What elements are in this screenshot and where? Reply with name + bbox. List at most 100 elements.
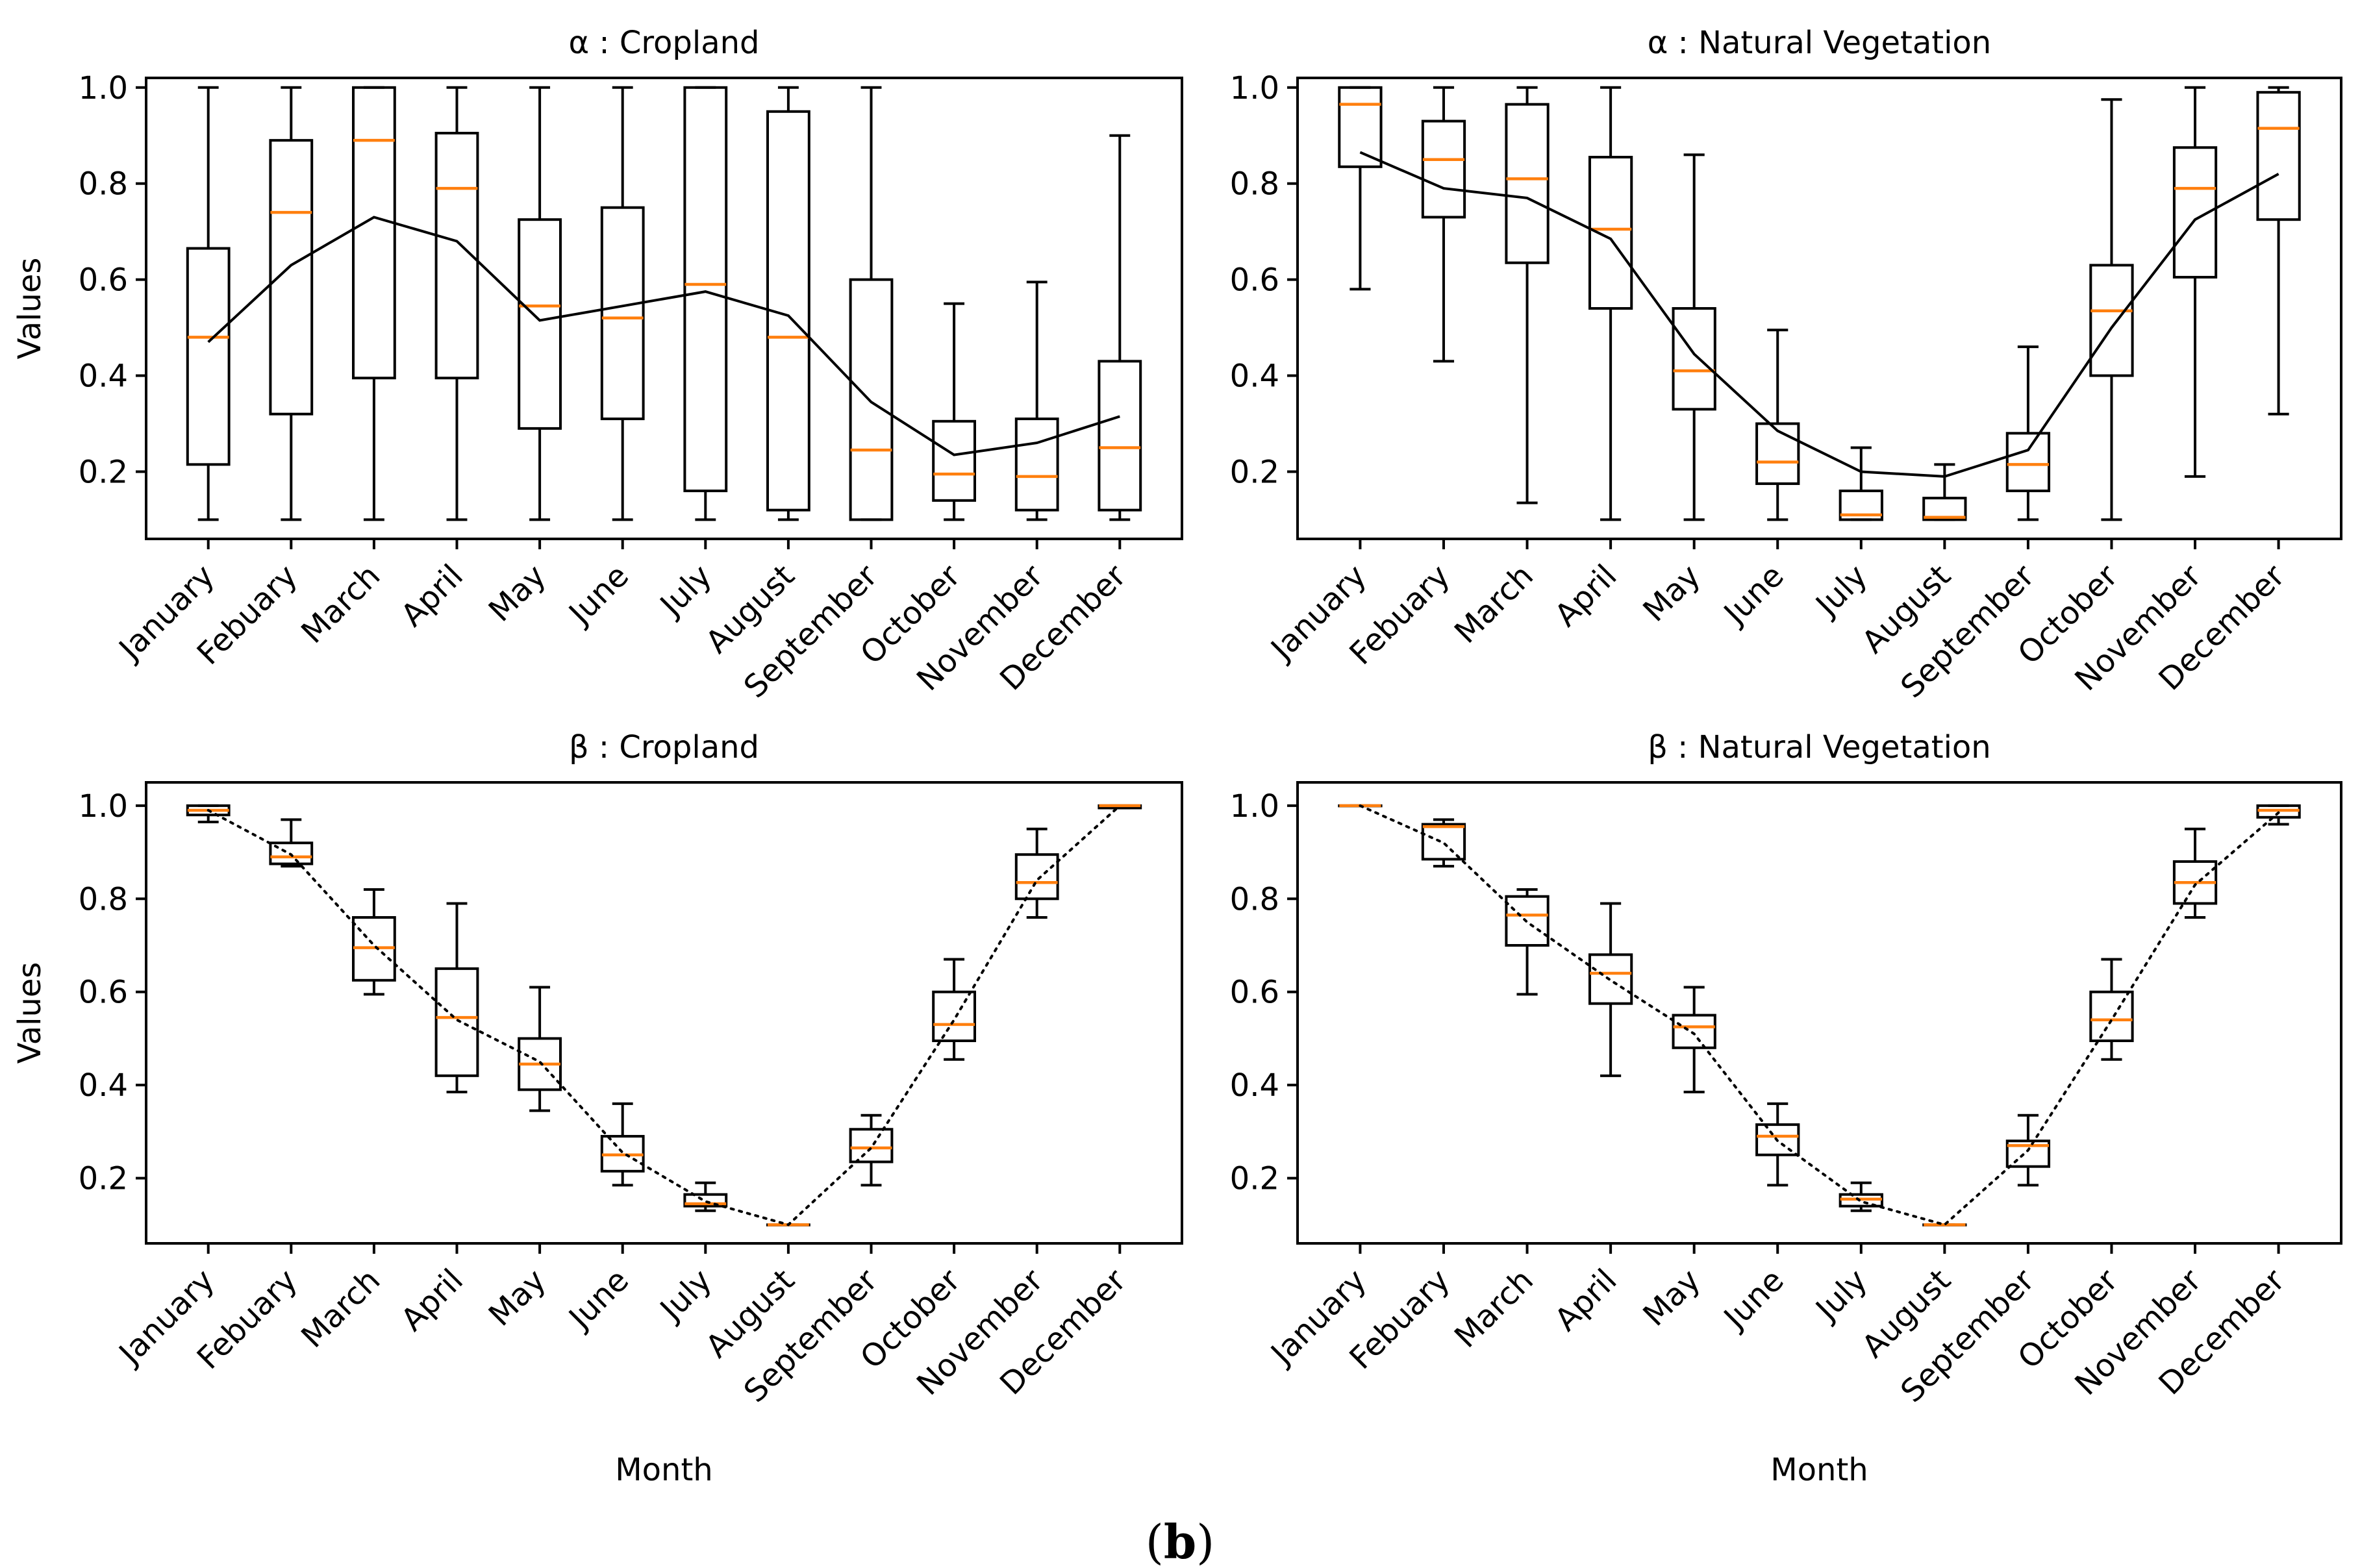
box-march <box>352 86 396 521</box>
box-november <box>1014 827 1059 919</box>
iqr-box <box>683 86 728 493</box>
x-tick-label: July <box>652 1262 719 1329</box>
iqr-box <box>1672 307 1716 411</box>
figure-caption: (b) <box>1146 1514 1215 1568</box>
box-june <box>600 1102 645 1187</box>
iqr-box <box>932 419 976 502</box>
iqr-box <box>683 1193 728 1208</box>
axes-frame <box>1296 77 2342 540</box>
iqr-box <box>1505 103 1550 264</box>
iqr-box <box>1338 86 1383 168</box>
x-tick-label: March <box>1448 558 1540 651</box>
iqr-box <box>1098 360 1142 512</box>
panel-beta-natural-vegetation: β : Natural Vegetation0.20.40.60.81.0Jan… <box>1230 729 2342 1488</box>
y-tick-label: 0.8 <box>79 166 128 203</box>
y-tick-label: 0.4 <box>1230 358 1279 395</box>
mean-line <box>1359 804 2280 1226</box>
box-march <box>352 888 396 996</box>
box-june <box>1755 1102 1800 1187</box>
iqr-box <box>269 841 314 865</box>
y-axis-label: Values <box>12 258 48 360</box>
box-febuary <box>269 86 314 521</box>
iqr-box <box>2089 990 2134 1043</box>
y-tick-label: 0.4 <box>79 1067 128 1104</box>
box-april <box>434 902 479 1093</box>
iqr-box <box>186 247 231 466</box>
x-tick-label: July <box>652 558 719 625</box>
panel-alpha-cropland: α : Cropland0.20.40.60.81.0ValuesJanuary… <box>12 25 1183 705</box>
y-tick-label: 0.4 <box>79 358 128 395</box>
x-tick-label: June <box>561 558 636 633</box>
x-tick-label: May <box>1636 1262 1707 1334</box>
box-april <box>434 86 479 521</box>
iqr-box <box>1505 895 1550 947</box>
x-tick-label: May <box>482 558 553 629</box>
x-tick-label: April <box>1548 558 1624 634</box>
x-tick-label: April <box>1548 1262 1624 1338</box>
iqr-box <box>269 139 314 416</box>
chart-title: α : Natural Vegetation <box>1648 25 1991 61</box>
mean-line <box>207 216 1120 456</box>
iqr-box <box>2005 1139 2051 1168</box>
chart-title: α : Cropland <box>569 25 760 61</box>
box-september <box>849 86 894 521</box>
box-may <box>518 86 562 521</box>
y-tick-label: 0.6 <box>79 262 128 299</box>
panel-alpha-natural-vegetation: α : Natural Vegetation0.20.40.60.81.0Jan… <box>1230 25 2342 705</box>
y-tick-label: 0.6 <box>79 975 128 1011</box>
box-july <box>683 86 728 521</box>
chart-title: β : Cropland <box>569 729 759 765</box>
x-tick-label: July <box>1808 1262 1875 1329</box>
box-january <box>1338 86 1383 291</box>
mean-line <box>1359 151 2279 478</box>
x-axis-label: Month <box>615 1452 712 1488</box>
x-tick-label: May <box>1636 558 1707 629</box>
x-tick-label: March <box>294 1262 387 1355</box>
box-july <box>1839 1181 1883 1212</box>
box-march <box>1505 888 1550 996</box>
box-march <box>1505 86 1550 504</box>
box-august <box>1922 463 1967 521</box>
y-tick-label: 0.8 <box>79 881 128 917</box>
iqr-box <box>1755 1123 1800 1156</box>
y-tick-label: 0.6 <box>1230 262 1279 299</box>
iqr-box <box>1922 497 1967 521</box>
box-september <box>2005 1114 2051 1187</box>
iqr-box <box>2005 432 2051 493</box>
box-december <box>2256 86 2301 416</box>
iqr-box <box>1839 490 1883 521</box>
iqr-box <box>1421 823 1466 861</box>
box-september <box>2005 345 2051 521</box>
box-december <box>2256 804 2301 826</box>
x-tick-label: March <box>294 558 387 651</box>
iqr-box <box>518 218 562 430</box>
iqr-box <box>1421 119 1466 219</box>
x-tick-label: June <box>1716 1262 1791 1338</box>
y-tick-label: 0.8 <box>1230 881 1279 917</box>
box-june <box>1755 329 1800 521</box>
mean-line <box>207 804 1122 1226</box>
x-tick-label: June <box>561 1262 636 1338</box>
axes-frame <box>1296 781 2342 1245</box>
x-axis-label: Month <box>1770 1452 1868 1488</box>
y-tick-label: 0.2 <box>1230 1161 1279 1197</box>
iqr-box <box>1014 853 1059 901</box>
box-january <box>186 86 231 521</box>
y-tick-label: 0.4 <box>1230 1067 1279 1104</box>
y-tick-label: 0.2 <box>79 454 128 490</box>
iqr-box <box>1588 156 1633 310</box>
x-tick-label: April <box>394 1262 470 1338</box>
iqr-box <box>2089 264 2134 377</box>
iqr-box <box>2256 91 2301 221</box>
x-tick-label: July <box>1808 558 1875 625</box>
iqr-box <box>1588 953 1633 1005</box>
box-july <box>683 1181 728 1212</box>
y-tick-label: 0.8 <box>1230 166 1279 203</box>
axes-frame <box>145 781 1183 1245</box>
box-may <box>518 986 562 1112</box>
iqr-box <box>932 990 976 1043</box>
box-october <box>932 302 976 521</box>
y-tick-label: 0.6 <box>1230 975 1279 1011</box>
box-may <box>1672 986 1716 1093</box>
panel-beta-cropland: β : Cropland0.20.40.60.81.0ValuesJanuary… <box>12 729 1183 1488</box>
